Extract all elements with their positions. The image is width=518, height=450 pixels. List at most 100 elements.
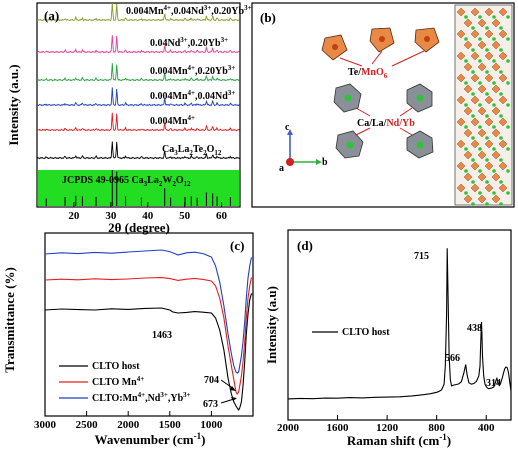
crystal-cation: [506, 81, 510, 85]
crystal-cation: [506, 191, 510, 195]
crystal-cation: [499, 158, 503, 162]
crystal-octahedron: [491, 18, 501, 28]
crystal-octahedron: [491, 84, 501, 94]
panel-d-xlabel: Raman shift (cm-1): [347, 432, 451, 448]
crystal-cation: [478, 147, 482, 151]
crystal-cation: [492, 15, 496, 19]
crystal-octahedron: [470, 117, 480, 127]
c-tick-label: 2000: [117, 419, 140, 431]
crystal-cation: [478, 15, 482, 19]
crystal-cation: [464, 191, 468, 195]
crystal-octahedron: [470, 73, 480, 83]
crystal-octahedron: [470, 95, 480, 105]
xrd-series-4: [36, 112, 240, 132]
ann-1463: 1463: [152, 330, 172, 341]
crystal-cation: [485, 48, 489, 52]
xrd-label-0: 0.004Mn4+,0.04Nd3+,0.20Yb3+: [126, 4, 252, 17]
legend-clto-host: CLTO host: [92, 361, 140, 372]
ftir-curves: [44, 249, 253, 412]
panel-a-xlabel: 2θ (degree): [108, 220, 170, 235]
crystal-cation: [499, 48, 503, 52]
panel-d-x-ticks: 2000 1600 1200 800 400: [277, 415, 495, 434]
crystal-cation: [506, 37, 510, 41]
crystal-cation: [485, 158, 489, 162]
crystal-octahedron: [484, 73, 494, 83]
crystal-octahedron: [477, 18, 487, 28]
crystal-octahedron: [491, 62, 501, 72]
crystal-octahedron: [456, 161, 466, 171]
crystal-octahedron: [470, 183, 480, 193]
a-tick-label: 30: [105, 210, 117, 222]
crystal-octahedron: [491, 194, 501, 204]
xrd-label-2: 0.004Mn4+,0.20Yb3+: [150, 64, 235, 77]
crystal-cation: [506, 15, 510, 19]
crystal-cation: [499, 70, 503, 74]
crystal-octahedron: [491, 128, 501, 138]
crystal-cation: [492, 59, 496, 63]
panel-d-frame: [287, 229, 512, 421]
crystal-cation: [506, 169, 510, 173]
ca-la-nd-yb-label: Ca/La/Nd/Yb: [357, 118, 415, 129]
crystal-octahedron: [456, 139, 466, 149]
crystal-cation: [478, 125, 482, 129]
crystal-octahedron: [484, 95, 494, 105]
ftir-series-0: [44, 293, 253, 412]
crystal-octahedron: [477, 150, 487, 160]
panel-c-tag: (c): [230, 238, 244, 253]
crystal-octahedron: [477, 128, 487, 138]
crystal-cation: [471, 92, 475, 96]
crystal-cation: [464, 125, 468, 129]
axis-a-label: a: [279, 163, 284, 174]
crystal-cation: [485, 114, 489, 118]
d-tick-label: 1600: [327, 422, 350, 434]
crystal-octahedron: [456, 95, 466, 105]
crystal-cation: [499, 136, 503, 140]
crystal-cation: [464, 59, 468, 63]
crystal-cation: [471, 158, 475, 162]
crystal-cation: [471, 70, 475, 74]
crystal-cation: [506, 125, 510, 129]
crystal-octahedron: [477, 106, 487, 116]
panel-a-ylabel: Intensity (a.u.): [6, 64, 21, 145]
crystal-cation: [492, 37, 496, 41]
crystal-cation: [478, 37, 482, 41]
ann-673-arrowhead: [231, 397, 237, 401]
crystal-cation: [506, 103, 510, 107]
crystal-cation: [485, 202, 489, 206]
crystal-cation: [499, 114, 503, 118]
c-tick-label: 2500: [76, 419, 99, 431]
axis-c-label: c: [285, 122, 290, 133]
crystal-octahedron: [470, 139, 480, 149]
crystal-octahedron: [484, 29, 494, 39]
ann-566: 566: [445, 353, 460, 364]
crystal-cation: [471, 114, 475, 118]
crystal-octahedron: [484, 139, 494, 149]
octahedron-group: [321, 27, 440, 67]
jcpds-reference-band: [38, 170, 239, 206]
crystal-cation: [471, 26, 475, 30]
crystal-octahedron: [484, 161, 494, 171]
crystal-octahedron: [498, 117, 508, 127]
dodecahedron-3: [335, 130, 364, 159]
panel-c-frame: [44, 232, 254, 417]
xrd-curve-labels: 0.004Mn4+,0.04Nd3+,0.20Yb3+ 0.04Nd3+,0.20…: [126, 4, 252, 157]
jcpds-reference-lines: [45, 170, 231, 206]
a-tick-label: 20: [68, 210, 80, 222]
crystal-cation: [485, 26, 489, 30]
crystal-octahedron: [498, 95, 508, 105]
d-tick-label: 2000: [277, 422, 300, 434]
c-tick-label: 3000: [34, 419, 57, 431]
dodecahedron-1: [333, 83, 362, 113]
ftir-series-1: [44, 277, 253, 396]
crystal-cation: [464, 81, 468, 85]
crystal-octahedron: [498, 183, 508, 193]
crystal-cation: [492, 191, 496, 195]
panel-a-xrd: 0.004Mn4+,0.04Nd3+,0.20Yb3+ 0.04Nd3+,0.20…: [6, 2, 252, 235]
crystal-octahedron: [491, 150, 501, 160]
crystal-octahedron: [470, 7, 480, 17]
crystal-cation: [499, 26, 503, 30]
d-tick-label: 400: [478, 422, 495, 434]
panel-d-legend: CLTO host: [342, 327, 390, 338]
crystal-cation: [506, 59, 510, 63]
